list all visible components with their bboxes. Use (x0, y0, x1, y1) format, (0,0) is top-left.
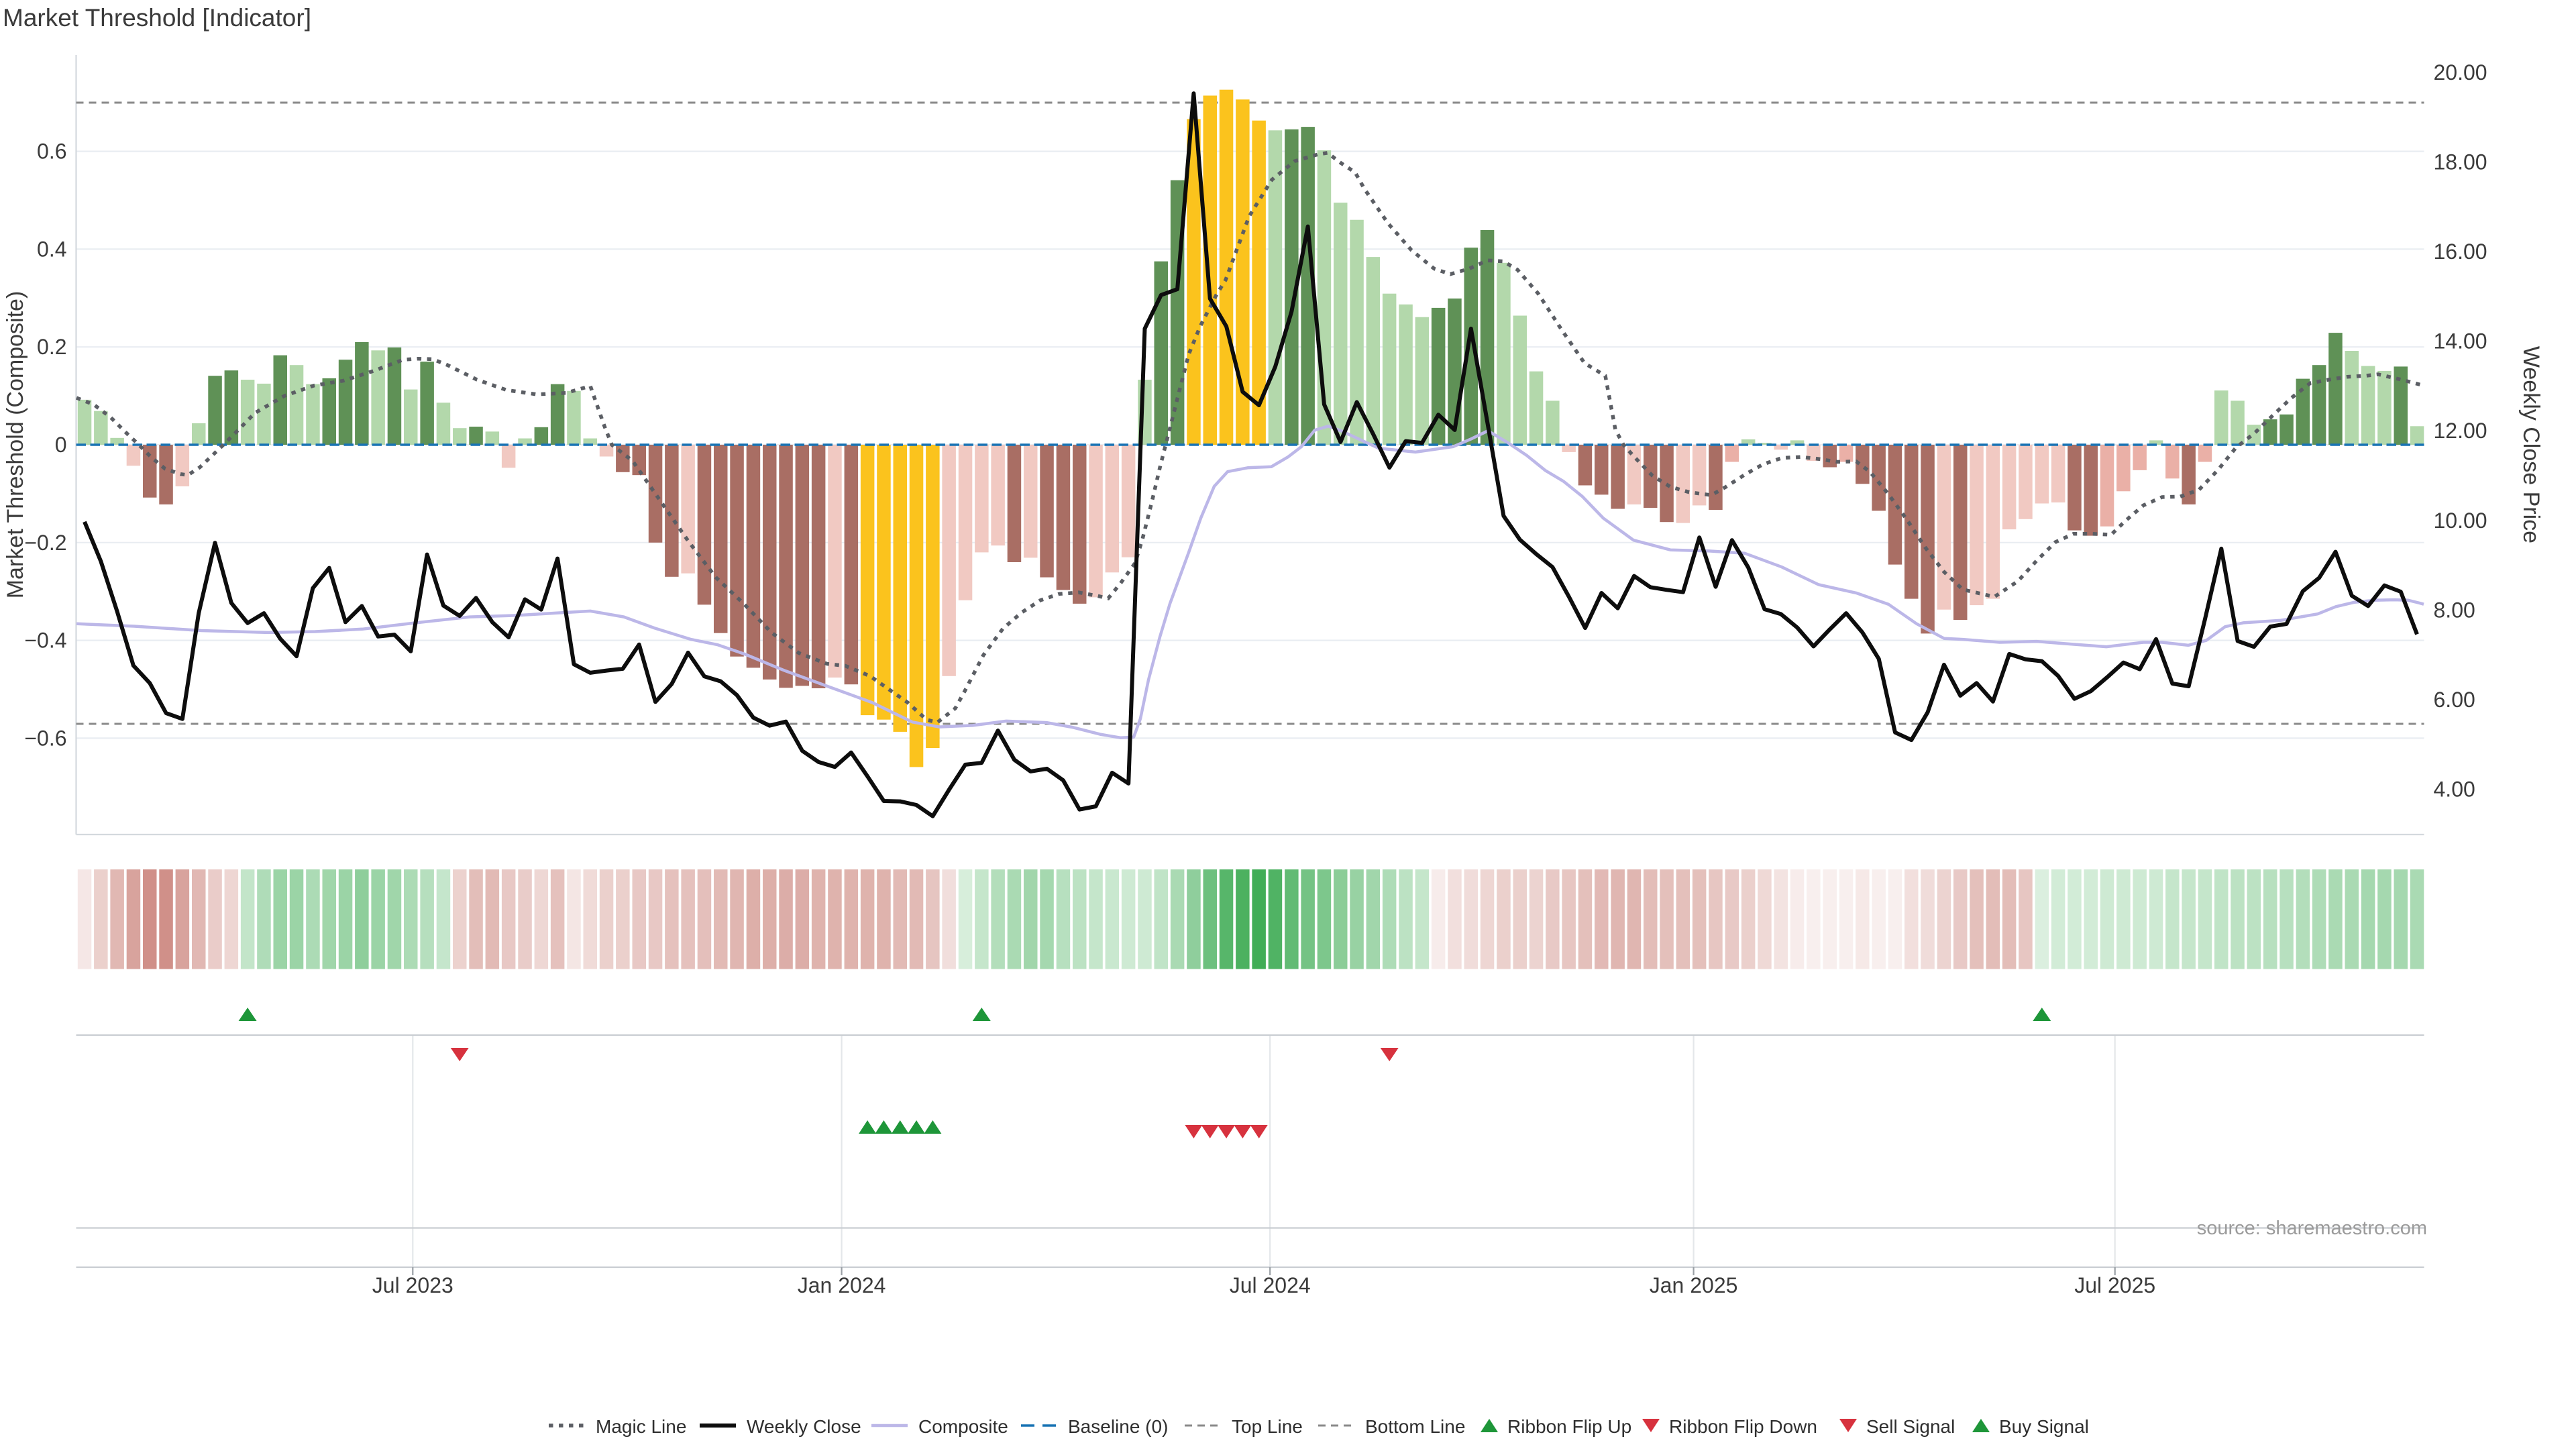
svg-text:Market Threshold (Composite): Market Threshold (Composite) (3, 291, 28, 599)
svg-text:12.00: 12.00 (2434, 419, 2487, 443)
svg-text:Top Line: Top Line (1232, 1416, 1303, 1437)
svg-text:Baseline (0): Baseline (0) (1068, 1416, 1168, 1437)
svg-text:Ribbon Flip Down: Ribbon Flip Down (1669, 1416, 1817, 1437)
svg-text:6.00: 6.00 (2434, 688, 2475, 712)
svg-text:Magic Line: Magic Line (596, 1416, 686, 1437)
svg-text:10.00: 10.00 (2434, 508, 2487, 533)
svg-text:Composite: Composite (918, 1416, 1008, 1437)
svg-text:Jul 2024: Jul 2024 (1230, 1273, 1311, 1297)
svg-text:8.00: 8.00 (2434, 598, 2475, 622)
svg-text:source: sharemaestro.com: source: sharemaestro.com (2197, 1218, 2427, 1239)
svg-text:Market Threshold [Indicator]: Market Threshold [Indicator] (3, 4, 311, 32)
svg-text:20.00: 20.00 (2434, 60, 2487, 85)
svg-text:14.00: 14.00 (2434, 329, 2487, 354)
svg-text:−0.4: −0.4 (24, 629, 66, 653)
svg-text:−0.6: −0.6 (24, 726, 66, 750)
svg-text:Weekly Close: Weekly Close (747, 1416, 861, 1437)
svg-text:18.00: 18.00 (2434, 150, 2487, 174)
svg-text:Jan 2024: Jan 2024 (798, 1273, 886, 1297)
svg-text:0.6: 0.6 (37, 140, 66, 164)
svg-text:Jan 2025: Jan 2025 (1650, 1273, 1738, 1297)
svg-text:Sell Signal: Sell Signal (1866, 1416, 1955, 1437)
svg-text:Bottom Line: Bottom Line (1365, 1416, 1465, 1437)
svg-text:4.00: 4.00 (2434, 777, 2475, 802)
svg-text:16.00: 16.00 (2434, 239, 2487, 264)
svg-text:0.2: 0.2 (37, 335, 66, 359)
svg-text:Weekly Close Price: Weekly Close Price (2518, 346, 2544, 543)
svg-text:Jul 2025: Jul 2025 (2074, 1273, 2155, 1297)
svg-text:Buy Signal: Buy Signal (1999, 1416, 2089, 1437)
svg-text:Ribbon Flip Up: Ribbon Flip Up (1507, 1416, 1631, 1437)
svg-text:0.4: 0.4 (37, 237, 66, 261)
svg-text:−0.2: −0.2 (24, 531, 66, 555)
svg-text:0: 0 (55, 433, 67, 457)
svg-text:Jul 2023: Jul 2023 (372, 1273, 453, 1297)
